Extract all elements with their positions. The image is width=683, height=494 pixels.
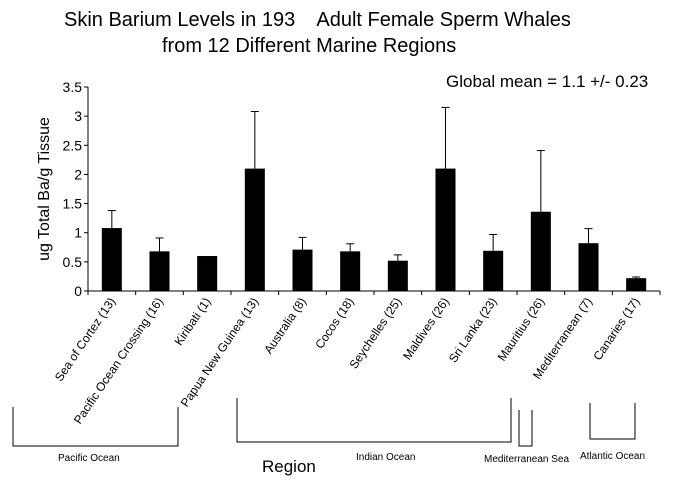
region-bracket <box>518 410 533 447</box>
region-bracket <box>12 407 179 447</box>
bar <box>483 250 504 291</box>
bar <box>626 278 647 291</box>
y-tick-label: 1.5 <box>63 196 83 212</box>
bar <box>578 243 599 291</box>
bar <box>197 256 218 291</box>
x-tick-label: Mauritius (26) <box>495 295 548 364</box>
y-tick-label: 3.5 <box>63 79 83 95</box>
x-axis-label: Region <box>262 457 316 476</box>
x-tick-label: Kiribati (1) <box>171 295 213 348</box>
x-tick-label: Sri Lanka (23) <box>446 295 500 365</box>
bar <box>340 251 361 291</box>
y-tick-label: 0.5 <box>63 254 83 270</box>
x-tick-label: Pacific Ocean Crossing (16) <box>71 295 166 427</box>
bar <box>530 211 551 291</box>
region-label-atlantic: Atlantic Ocean <box>580 451 646 462</box>
bar <box>387 260 408 291</box>
y-tick-label: 2 <box>74 166 82 182</box>
region-label-mediterranean: Mediterranean Sea <box>484 454 570 465</box>
chart-title-line-2: from 12 Different Marine Regions <box>162 35 457 57</box>
global-mean-annotation: Global mean = 1.1 +/- 0.23 <box>446 72 649 91</box>
bar <box>244 168 265 291</box>
x-tick-label: Seychelles (25) <box>346 295 404 371</box>
x-tick-label: Maldives (26) <box>400 295 452 363</box>
y-tick-label: 1 <box>74 225 82 241</box>
x-tick-label: Canaries (17) <box>590 295 642 363</box>
x-tick-label: Australia (8) <box>261 295 309 356</box>
chart-title-line-1: Skin Barium Levels in 193 Adult Female S… <box>64 9 571 31</box>
region-label-pacific: Pacific Ocean <box>58 453 120 464</box>
region-bracket <box>589 403 636 440</box>
bar <box>435 168 456 291</box>
bar <box>149 251 170 291</box>
x-tick-label: Cocos (18) <box>312 295 356 351</box>
region-bracket <box>236 398 512 443</box>
y-axis-label: ug Total Ba/g Tissue <box>36 117 53 261</box>
y-tick-label: 0 <box>74 283 82 299</box>
y-tick-label: 2.5 <box>63 137 83 153</box>
bar <box>101 228 122 291</box>
y-tick-label: 3 <box>74 108 82 124</box>
bar <box>292 249 313 291</box>
region-label-indian: Indian Ocean <box>356 452 416 463</box>
